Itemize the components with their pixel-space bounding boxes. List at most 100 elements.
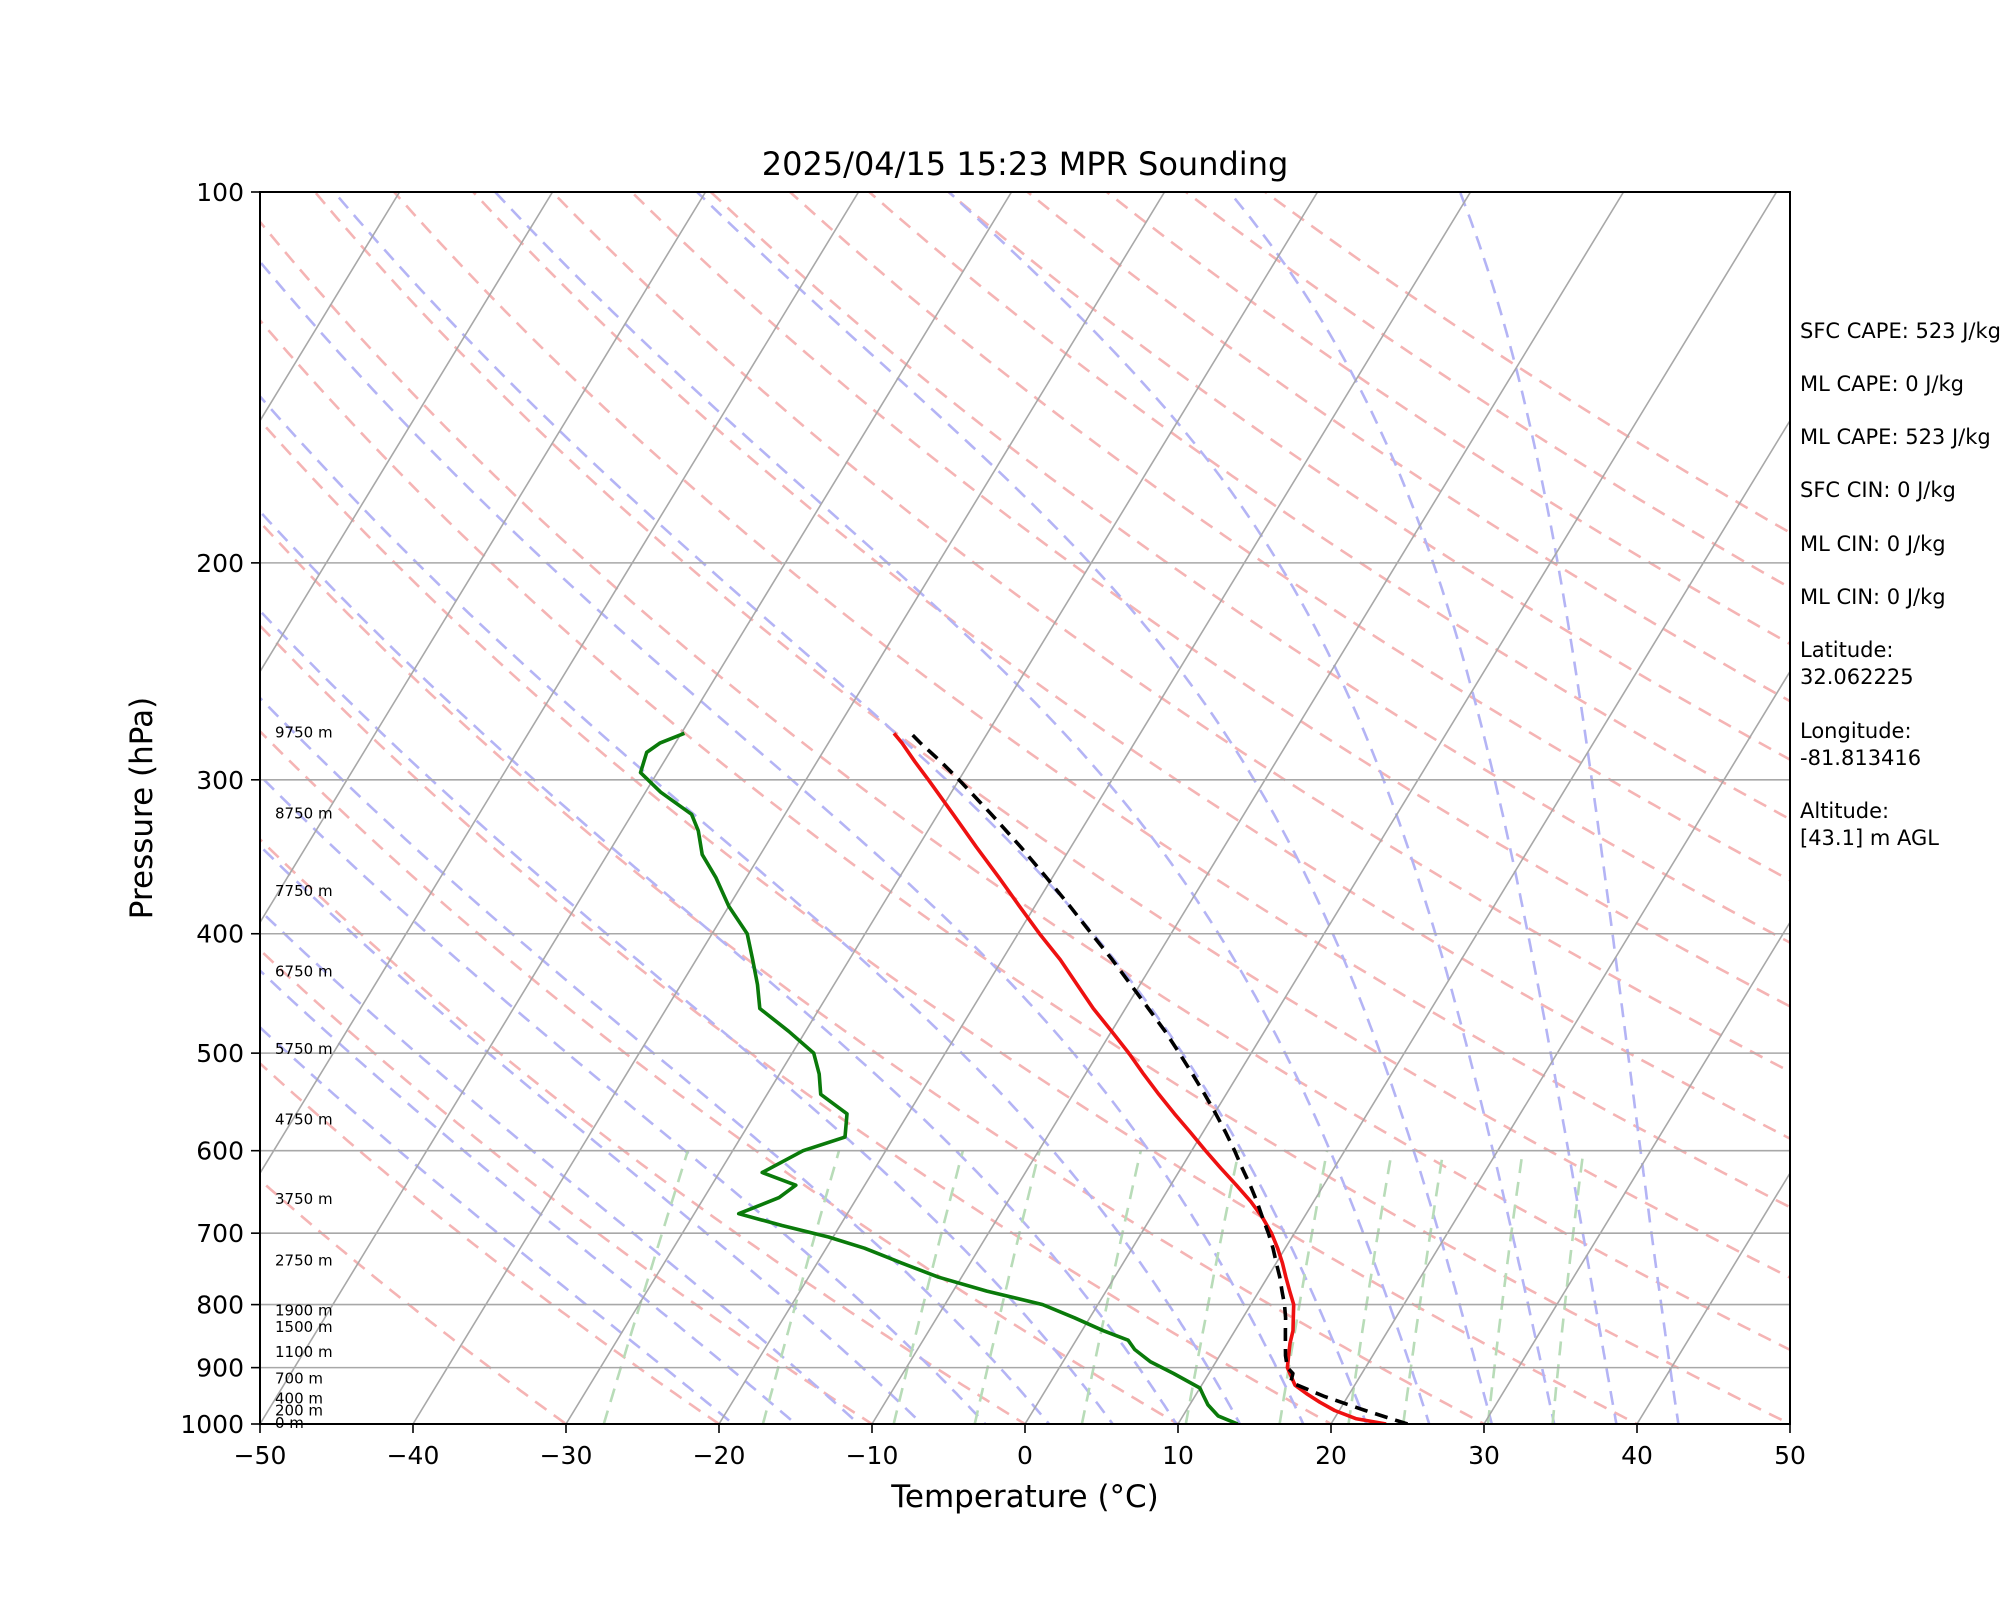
y-tick-label: 400 [196, 920, 244, 949]
isotherm [260, 192, 860, 1175]
pressure-gridlines [260, 192, 1790, 1424]
moist-adiabat [260, 844, 924, 1424]
x-tick-label: −30 [540, 1441, 593, 1470]
moist-adiabat [260, 509, 1178, 1424]
isotherm [412, 192, 1166, 1424]
height-label: 5750 m [275, 1040, 333, 1058]
moist-adiabat [260, 1025, 736, 1424]
height-label: 3750 m [275, 1190, 333, 1208]
x-tick-label: 10 [1162, 1441, 1194, 1470]
stat-text: SFC CIN: 0 J/kg [1800, 478, 1956, 502]
height-label: 7750 m [275, 882, 333, 900]
moist-adiabat [260, 696, 1051, 1424]
dry-adiabat [260, 418, 1640, 1424]
isotherm [718, 192, 1472, 1424]
dry-adiabat [392, 192, 1790, 1209]
stat-text: ML CAPE: 0 J/kg [1800, 372, 1964, 396]
isotherm [260, 192, 554, 674]
isotherm [565, 192, 1319, 1424]
height-label: 2750 m [275, 1251, 333, 1269]
stat-text: ML CAPE: 523 J/kg [1800, 425, 1991, 449]
dry-adiabat [867, 192, 1790, 821]
height-label: 1500 m [275, 1318, 333, 1336]
height-label: 9750 m [275, 723, 333, 741]
y-tick-label: 100 [196, 178, 244, 207]
stats-panel: SFC CAPE: 523 J/kg ML CAPE: 0 J/kg ML CAPE… [1800, 319, 2000, 850]
x-tick-label: −40 [387, 1441, 440, 1470]
dry-adiabat [260, 1061, 722, 1424]
dry-adiabat [260, 318, 1790, 1424]
x-axis-title: Temperature (°C) [890, 1479, 1159, 1515]
x-tick-label: 20 [1315, 1441, 1347, 1470]
x-axis: −50 −40 −30 −20 −10 0 10 20 30 40 50 [234, 1424, 1806, 1470]
stat-text: Altitude: [1800, 799, 1889, 823]
height-label: 8750 m [275, 804, 333, 822]
moist-adiabat [1228, 192, 1618, 1424]
isotherm [1024, 192, 1778, 1424]
moist-adiabat [1458, 192, 1680, 1424]
stat-text: [43.1] m AGL [1800, 826, 1939, 850]
stat-text: Longitude: [1800, 719, 1912, 743]
x-tick-label: 0 [1017, 1441, 1033, 1470]
y-tick-label: 600 [196, 1137, 244, 1166]
x-tick-label: −50 [234, 1441, 287, 1470]
isotherm [1636, 1171, 1790, 1424]
isotherm [1177, 419, 1790, 1424]
dewpoint-line [638, 731, 1239, 1424]
dry-adiabat [471, 192, 1790, 1141]
y-tick-label: 800 [196, 1291, 244, 1320]
stat-text: ML CIN: 0 J/kg [1800, 532, 1946, 556]
moist-adiabat [260, 773, 988, 1424]
y-tick-label: 300 [196, 766, 244, 795]
height-label: 4750 m [275, 1110, 333, 1128]
chart-title: 2025/04/15 15:23 MPR Sounding [762, 145, 1289, 183]
stat-text: -81.813416 [1800, 746, 1921, 770]
dry-adiabat [788, 192, 1790, 882]
temperature-line [892, 732, 1387, 1424]
height-label: 200 m [275, 1402, 323, 1420]
moist-adiabat [260, 259, 1305, 1424]
dry-adiabat [260, 729, 1181, 1424]
y-tick-label: 1000 [180, 1410, 244, 1439]
stat-text: ML CIN: 0 J/kg [1800, 585, 1946, 609]
stat-text: 32.062225 [1800, 665, 1914, 689]
height-label: 700 m [275, 1369, 323, 1387]
isotherm [260, 192, 401, 423]
isotherm [1483, 920, 1790, 1424]
moist-adiabat [948, 192, 1556, 1424]
isotherm [260, 192, 1013, 1424]
dry-adiabat [313, 192, 1790, 1280]
moist-adiabat [333, 192, 1368, 1424]
dry-adiabat [260, 948, 875, 1424]
moist-adiabat [696, 192, 1494, 1424]
isotherm [1330, 670, 1790, 1424]
y-tick-label: 500 [196, 1039, 244, 1068]
height-label: 400 m [275, 1389, 323, 1407]
isotherm [871, 192, 1625, 1424]
height-label: 1900 m [275, 1301, 333, 1319]
y-tick-label: 900 [196, 1354, 244, 1383]
height-label: 6750 m [275, 962, 333, 980]
height-label: 1100 m [275, 1343, 333, 1361]
stat-text: SFC CAPE: 523 J/kg [1800, 319, 2000, 343]
y-axis: 1000 900 800 700 600 500 400 300 200 100 [180, 178, 260, 1439]
dry-adiabat [260, 219, 1790, 1352]
dry-adiabat [1025, 192, 1790, 703]
x-tick-label: 40 [1621, 1441, 1653, 1470]
y-tick-label: 700 [196, 1219, 244, 1248]
isotherm [260, 192, 707, 924]
x-tick-label: −10 [846, 1441, 899, 1470]
y-axis-title: Pressure (hPa) [124, 697, 160, 919]
x-tick-label: −20 [693, 1441, 746, 1470]
x-tick-label: 30 [1468, 1441, 1500, 1470]
y-tick-label: 200 [196, 549, 244, 578]
profile-lines [638, 731, 1409, 1424]
dry-adiabat [708, 192, 1790, 945]
dry-adiabat [260, 520, 1487, 1424]
parcel-profile-line [909, 732, 1409, 1424]
x-tick-label: 50 [1774, 1441, 1806, 1470]
dry-adiabat [946, 192, 1790, 762]
